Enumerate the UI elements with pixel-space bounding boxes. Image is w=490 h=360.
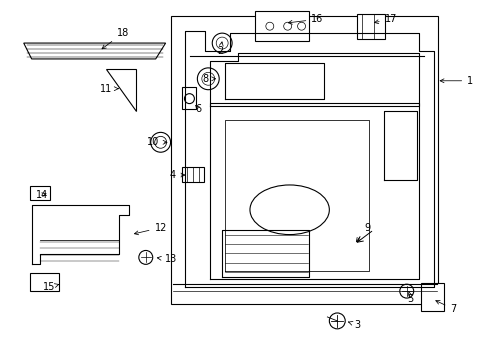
Text: 3: 3 bbox=[348, 320, 360, 330]
Text: 5: 5 bbox=[408, 291, 414, 304]
Circle shape bbox=[400, 284, 414, 298]
FancyBboxPatch shape bbox=[420, 283, 444, 311]
Text: 12: 12 bbox=[134, 222, 167, 235]
FancyBboxPatch shape bbox=[182, 87, 196, 109]
Polygon shape bbox=[106, 69, 136, 111]
Text: 18: 18 bbox=[102, 28, 129, 49]
FancyBboxPatch shape bbox=[255, 11, 310, 41]
Text: 15: 15 bbox=[43, 282, 59, 292]
Text: 16: 16 bbox=[288, 14, 323, 24]
FancyBboxPatch shape bbox=[171, 16, 439, 304]
Text: 8: 8 bbox=[202, 74, 216, 84]
Text: 13: 13 bbox=[157, 255, 177, 264]
Text: 17: 17 bbox=[374, 14, 397, 24]
Text: 2: 2 bbox=[217, 42, 223, 56]
Text: 4: 4 bbox=[170, 170, 185, 180]
FancyBboxPatch shape bbox=[182, 167, 204, 182]
Circle shape bbox=[329, 313, 345, 329]
FancyBboxPatch shape bbox=[357, 14, 385, 39]
Text: 6: 6 bbox=[196, 104, 201, 113]
Text: 1: 1 bbox=[440, 76, 473, 86]
Text: 7: 7 bbox=[436, 301, 457, 314]
Circle shape bbox=[139, 251, 153, 264]
FancyBboxPatch shape bbox=[30, 186, 49, 200]
Text: 11: 11 bbox=[100, 84, 118, 94]
Text: 14: 14 bbox=[35, 190, 48, 200]
FancyBboxPatch shape bbox=[30, 273, 59, 291]
Text: 10: 10 bbox=[147, 137, 167, 147]
Polygon shape bbox=[24, 43, 166, 59]
Text: 9: 9 bbox=[356, 222, 370, 242]
